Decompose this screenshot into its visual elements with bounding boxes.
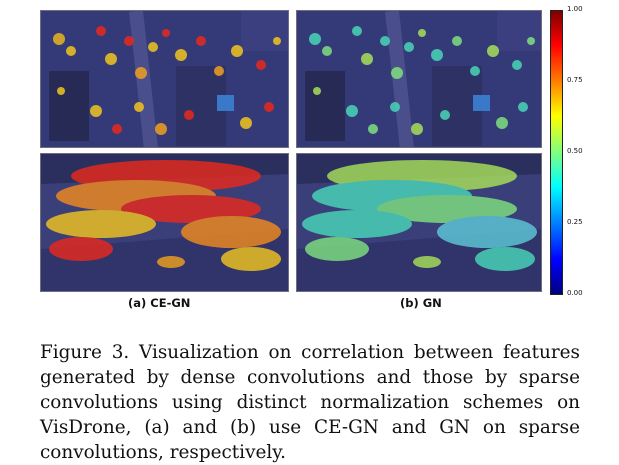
heatmap-aerial-ce-gn: [40, 10, 289, 148]
subfigure-label-b: (b) GN: [400, 296, 442, 310]
colorbar-tick-075: 0.75: [567, 76, 583, 84]
figure-caption: Figure 3. Visualization on correlation b…: [40, 342, 580, 463]
heat-blobs-aerial-gn: [309, 26, 535, 135]
subfigure-label-a: (a) CE-GN: [128, 296, 191, 310]
heatmap-crowd-ce-gn: [40, 153, 289, 292]
heatmap-aerial-gn: [296, 10, 542, 148]
colorbar: [550, 10, 563, 295]
heatmap-crowd-gn: [296, 153, 542, 292]
colorbar-tick-050: 0.50: [567, 147, 583, 155]
colorbar-tick-025: 0.25: [567, 218, 583, 226]
heat-crowd-ce-gn: [46, 160, 281, 271]
colorbar-tick-max: 1.00: [567, 5, 583, 13]
crowd-scene-ce-gn: [41, 154, 288, 291]
heat-crowd-gn: [302, 160, 537, 271]
crowd-scene-gn: [297, 154, 541, 291]
aerial-scene-ce-gn: [41, 11, 288, 147]
aerial-scene-gn: [297, 11, 541, 147]
heat-blobs-aerial-ce-gn: [53, 26, 281, 135]
colorbar-tick-min: 0.00: [567, 289, 583, 297]
